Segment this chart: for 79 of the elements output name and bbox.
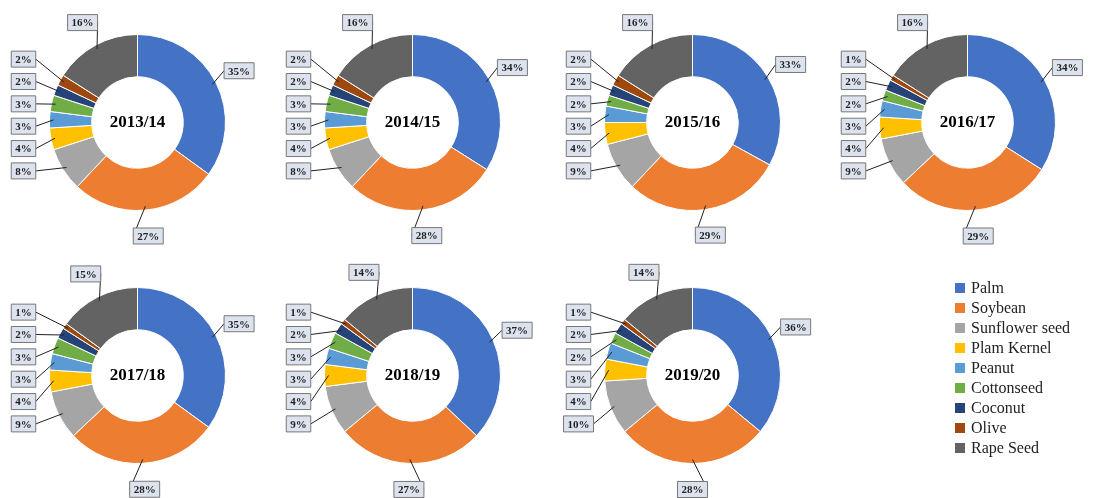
data-label: 28% (681, 483, 704, 496)
data-label: 1% (570, 305, 587, 318)
data-label: 10% (567, 417, 590, 430)
data-label: 2% (570, 350, 587, 363)
data-label: 4% (570, 395, 587, 408)
data-label: 8% (290, 164, 307, 177)
data-label: 3% (290, 97, 307, 110)
legend-label: Soybean (970, 298, 1028, 318)
data-label: 16% (626, 16, 649, 29)
data-label: 28% (133, 483, 156, 496)
legend-label: Cottonseed (970, 378, 1044, 398)
text: 2019/20 (664, 364, 721, 384)
data-label: 3% (15, 97, 32, 110)
data-label: 2% (845, 75, 862, 88)
data-label: 29% (967, 229, 990, 242)
data-label: 34% (501, 61, 524, 74)
data-label: 8% (15, 164, 32, 177)
data-label: 29% (699, 228, 722, 241)
data-label: 16% (901, 16, 924, 29)
data-label: 27% (397, 483, 420, 496)
legend-label: Sunflower seed (970, 318, 1071, 338)
data-label: 35% (228, 317, 251, 330)
data-label: 35% (228, 64, 251, 77)
legend-label: Peanut (970, 358, 1016, 378)
data-label: 2% (15, 75, 32, 88)
data-label: 3% (15, 350, 32, 363)
data-label: 3% (290, 120, 307, 133)
data-label: 9% (570, 164, 587, 177)
legend-label: Olive (970, 418, 1008, 438)
data-label: 2% (570, 75, 587, 88)
legend-label: Rape Seed (970, 438, 1040, 458)
data-label: 28% (415, 229, 438, 242)
text: 2018/19 (384, 364, 441, 384)
data-label: 2% (845, 97, 862, 110)
data-label: 9% (290, 417, 307, 430)
data-label: 2% (15, 52, 32, 65)
text: 2015/16 (664, 111, 721, 131)
data-label: 3% (570, 120, 587, 133)
data-label: 3% (845, 120, 862, 133)
data-label: 4% (290, 142, 307, 155)
data-label: 14% (632, 266, 655, 279)
data-label: 2% (570, 97, 587, 110)
text: 2016/17 (939, 111, 996, 131)
data-label: 2% (570, 52, 587, 65)
legend-label: Plam Kernel (970, 338, 1053, 358)
data-label: 2% (15, 328, 32, 341)
data-label: 27% (137, 229, 160, 242)
data-label: 2% (290, 328, 307, 341)
data-label: 14% (352, 266, 375, 279)
data-label: 1% (15, 305, 32, 318)
data-label: 4% (15, 395, 32, 408)
data-label: 4% (15, 142, 32, 155)
data-label: 15% (74, 267, 97, 280)
data-label: 16% (71, 16, 94, 29)
data-label: 4% (570, 142, 587, 155)
text: 2013/14 (109, 111, 166, 131)
data-label: 2% (290, 75, 307, 88)
data-label: 1% (845, 52, 862, 65)
data-label: 36% (784, 320, 807, 333)
legend-label: Coconut (970, 398, 1027, 418)
data-label: 9% (15, 417, 32, 430)
data-label: 3% (15, 120, 32, 133)
data-label: 4% (290, 395, 307, 408)
data-label: 1% (290, 305, 307, 318)
data-label: 33% (779, 58, 802, 71)
data-label: 2% (290, 52, 307, 65)
data-label: 3% (15, 373, 32, 386)
data-label: 34% (1056, 61, 1079, 74)
data-label: 16% (346, 16, 369, 29)
legend-label: Palm (970, 278, 1005, 298)
text: 2014/15 (384, 111, 441, 131)
data-label: 2% (570, 328, 587, 341)
data-label: 3% (290, 350, 307, 363)
data-label: 9% (845, 164, 862, 177)
data-label: 3% (570, 373, 587, 386)
data-label: 3% (290, 373, 307, 386)
data-label: 37% (506, 324, 529, 337)
data-label: 4% (845, 142, 862, 155)
text: 2017/18 (109, 364, 166, 384)
